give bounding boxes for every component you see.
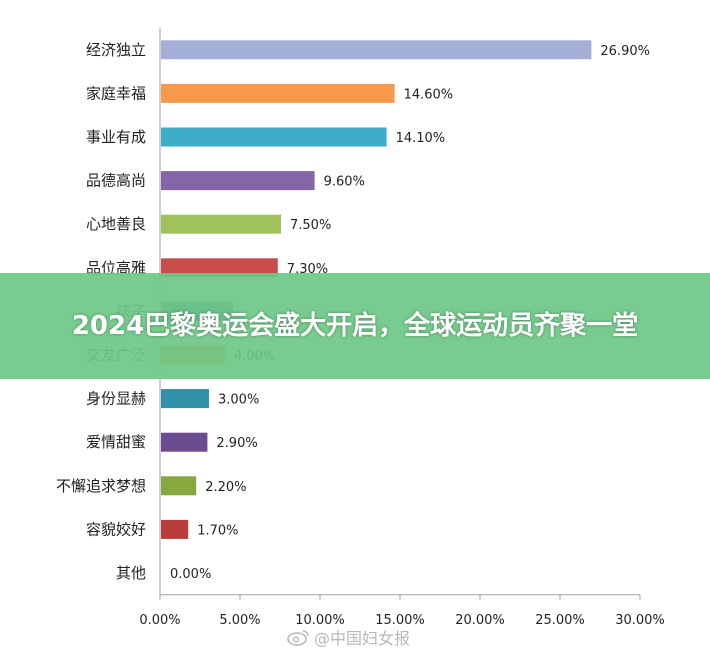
- value-label-8: 3.00%: [218, 393, 259, 408]
- category-label-2: 事业有成: [86, 128, 146, 146]
- value-label-2: 14.10%: [396, 131, 446, 146]
- x-tick-label-0: 0.00%: [139, 613, 180, 628]
- category-label-10: 不懈追求梦想: [56, 477, 146, 495]
- category-label-0: 经济独立: [86, 41, 146, 59]
- bar-5: [161, 258, 278, 278]
- bar-0: [161, 40, 592, 60]
- x-tick-label-6: 30.00%: [615, 613, 665, 628]
- value-label-4: 7.50%: [290, 218, 331, 233]
- value-label-12: 0.00%: [170, 567, 211, 582]
- category-label-12: 其他: [116, 564, 146, 582]
- bar-11: [161, 519, 189, 539]
- x-tick-label-4: 20.00%: [455, 613, 505, 628]
- x-tick-label-3: 15.00%: [375, 613, 425, 628]
- x-tick-label-1: 5.00%: [219, 613, 260, 628]
- x-tick-label-5: 25.00%: [535, 613, 585, 628]
- category-label-4: 心地善良: [86, 215, 146, 233]
- category-label-1: 家庭幸福: [86, 84, 146, 102]
- value-labels: 26.90%14.60%14.10%9.60%7.50%7.30%4.00%3.…: [170, 44, 650, 582]
- value-label-0: 26.90%: [600, 44, 650, 59]
- category-label-8: 身份显赫: [86, 390, 146, 408]
- bar-3: [161, 171, 315, 191]
- category-label-11: 容貌姣好: [86, 520, 146, 538]
- value-label-10: 2.20%: [205, 480, 246, 495]
- value-label-9: 2.90%: [216, 436, 257, 451]
- x-axis-ticks: 0.00% 5.00% 10.00% 15.00% 20.00% 25.00% 30.00%: [139, 594, 665, 628]
- bar-2: [161, 127, 387, 147]
- x-tick-label-2: 10.00%: [295, 613, 345, 628]
- weibo-icon: [287, 630, 309, 646]
- watermark-text: @中国妇女报: [314, 629, 411, 648]
- headline-banner: 2024巴黎奥运会盛大开启，全球运动员齐聚一堂: [0, 273, 710, 379]
- value-label-1: 14.60%: [404, 87, 454, 102]
- bar-10: [161, 476, 197, 496]
- bar-4: [161, 214, 281, 234]
- value-label-11: 1.70%: [197, 523, 238, 538]
- category-label-3: 品德高尚: [86, 172, 146, 190]
- bar-1: [161, 83, 395, 103]
- watermark: @中国妇女报: [286, 624, 410, 650]
- bar-9: [161, 432, 208, 452]
- category-label-9: 爱情甜蜜: [86, 433, 146, 451]
- bar-8: [161, 389, 209, 409]
- value-label-3: 9.60%: [324, 175, 365, 190]
- category-label-5: 品位高雅: [86, 259, 146, 277]
- headline-title: 2024巴黎奥运会盛大开启，全球运动员齐聚一堂: [71, 311, 639, 341]
